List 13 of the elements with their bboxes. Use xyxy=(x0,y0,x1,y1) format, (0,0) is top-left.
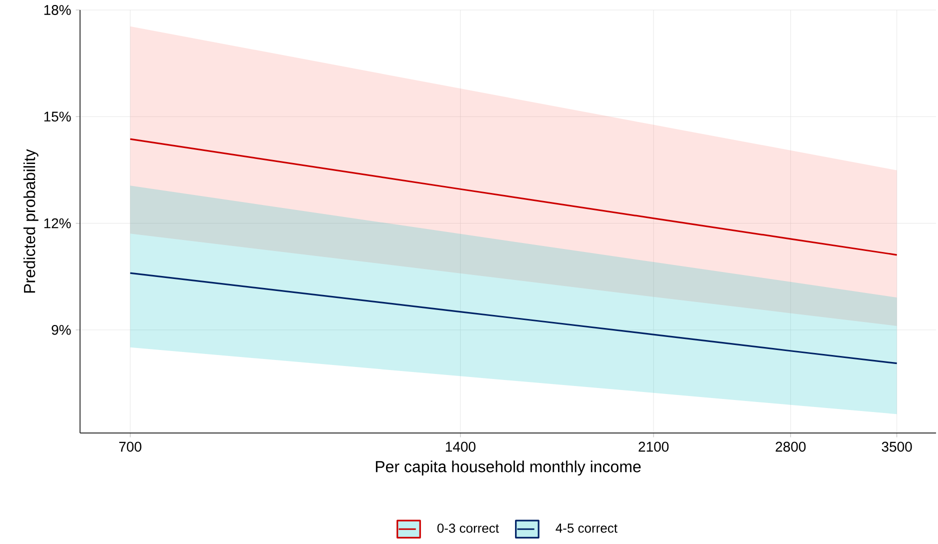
x-tick-label: 1400 xyxy=(446,442,476,452)
x-tick-label: 700 xyxy=(119,442,142,452)
y-tick-label: 15% xyxy=(44,112,71,122)
legend-label: 4-5 correct xyxy=(556,524,618,533)
y-axis-title: Predicted probability xyxy=(23,149,38,293)
legend-label: 0-3 correct xyxy=(437,524,499,533)
y-tick-label: 9% xyxy=(52,324,71,335)
x-tick-label: 2100 xyxy=(638,442,669,452)
y-tick-label: 18% xyxy=(44,5,71,15)
x-tick-label: 3500 xyxy=(882,442,912,452)
x-tick-label: 2800 xyxy=(776,442,806,452)
y-tick-label: 12% xyxy=(44,218,71,228)
x-axis-title: Per capita household monthly income xyxy=(376,460,641,476)
